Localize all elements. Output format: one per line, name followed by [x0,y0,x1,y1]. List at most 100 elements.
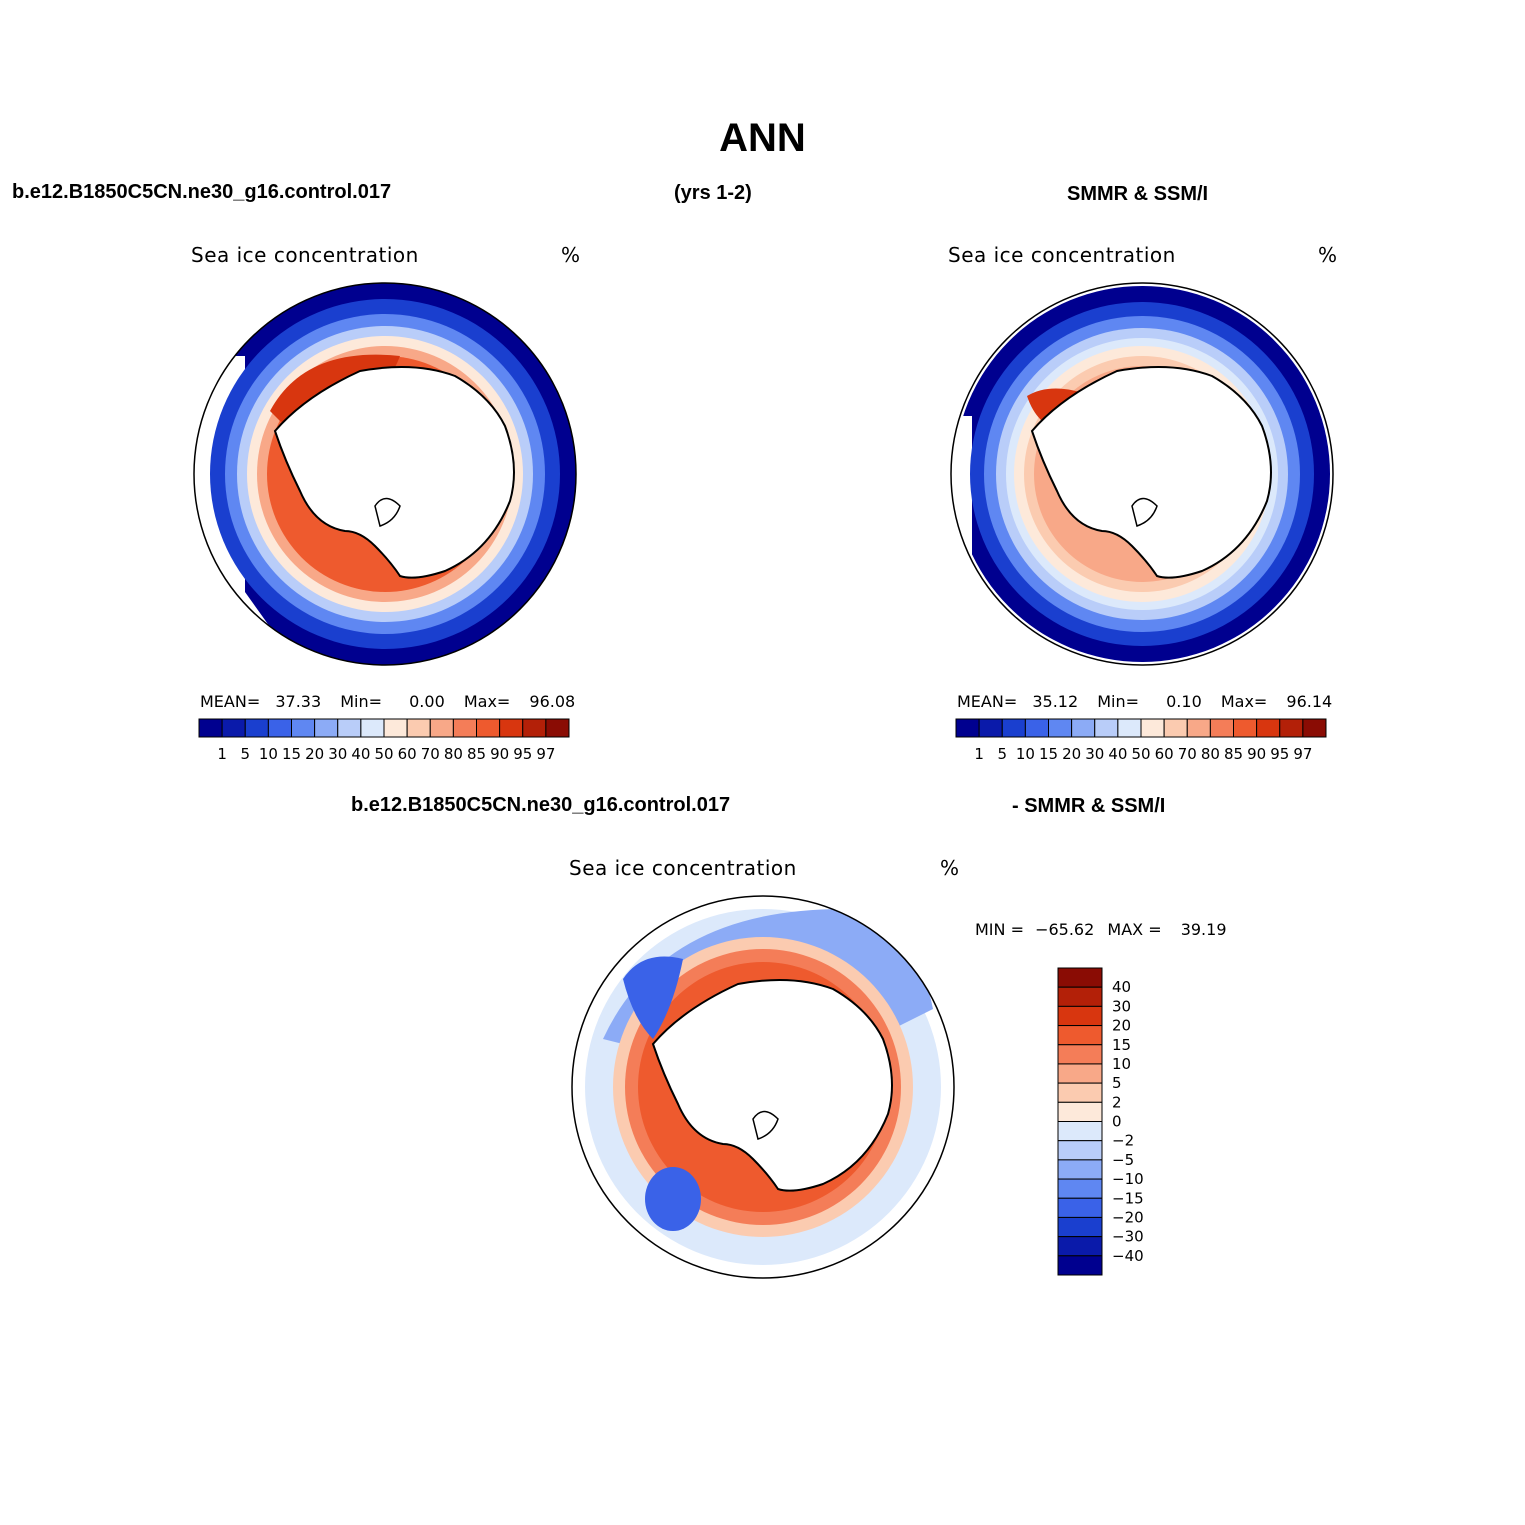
panel3-units-label: % [940,856,960,880]
colorbar-swatch [1057,1255,1103,1276]
colorbar-tick-label: 10 [1112,1055,1131,1073]
colorbar-swatch [429,718,454,738]
colorbar-tick-label: 1 [974,745,984,763]
colorbar-tick-label: 15 [282,745,301,763]
colorbar-swatch [1302,718,1327,738]
colorbar-tick-label: 0 [1112,1113,1122,1131]
colorbar-swatch [1057,1236,1103,1257]
colorbar-swatch [267,718,292,738]
panel1-colorbar: 1 5 10 15 20 30 40 50 60 70 80 85 90 95 97 [198,718,570,763]
panel2-min-value: 0.10 [1166,692,1202,711]
colorbar-tick-label: 10 [259,745,278,763]
panel2-polar-map [950,282,1334,666]
colorbar-swatch [1057,1101,1103,1122]
colorbar-tick-label: 5 [240,745,250,763]
colorbar-tick-label: 15 [1112,1036,1131,1054]
colorbar-tick-label: 90 [1247,745,1266,763]
colorbar-tick-label: 40 [351,745,370,763]
colorbar-swatch [545,718,570,738]
panel2-max-label: Max= [1220,692,1268,711]
colorbar-swatch [1209,718,1234,738]
colorbar-swatch [955,718,980,738]
colorbar-swatch [1057,1178,1103,1199]
panel3-field-label: Sea ice concentration [569,856,797,880]
colorbar-swatch [1140,718,1165,738]
colorbar-tick-label: −20 [1112,1208,1144,1226]
panel2-field-label: Sea ice concentration [948,243,1176,267]
colorbar-swatch [1057,967,1103,988]
colorbar-swatch [1094,718,1119,738]
colorbar-tick-label: 50 [374,745,393,763]
panel2-min-label: Min= [1097,692,1140,711]
colorbar-tick-label: 95 [1270,745,1289,763]
panel1-max-value: 96.08 [529,692,576,711]
colorbar-swatch [360,718,385,738]
colorbar-tick-label: 70 [1178,745,1197,763]
colorbar-swatch [1057,1121,1103,1142]
colorbar-tick-label: 40 [1112,978,1131,996]
colorbar-swatch [1057,1005,1103,1027]
colorbar-swatch [1256,718,1281,738]
colorbar-swatch [291,718,316,738]
panel1-units-label: % [561,243,581,267]
colorbar-swatch [1057,1044,1103,1065]
panel3-max-label: MAX = [1107,920,1162,939]
colorbar-tick-label: 60 [398,745,417,763]
colorbar-tick-label: 80 [444,745,463,763]
colorbar-swatch [244,718,269,738]
model-case-title: b.e12.B1850C5CN.ne30_g16.control.017 [12,181,392,203]
colorbar-swatch [1057,1216,1103,1238]
colorbar-swatch [198,718,223,738]
colorbar-tick-label: −15 [1112,1189,1144,1207]
obs-title: SMMR & SSM/I [1067,183,1209,205]
colorbar-tick-label: −10 [1112,1170,1144,1188]
colorbar-tick-label: −2 [1112,1132,1134,1150]
colorbar-swatch [314,718,339,738]
colorbar-swatch [1186,718,1211,738]
colorbar-swatch [499,718,524,738]
colorbar-tick-label: 40 [1108,745,1127,763]
colorbar-tick-label: 2 [1112,1093,1122,1111]
colorbar-swatch [452,718,477,738]
colorbar-tick-label: −30 [1112,1228,1144,1246]
panel1-min-value: 0.00 [409,692,445,711]
colorbar-tick-label: 97 [1293,745,1312,763]
colorbar-swatch [1071,718,1096,738]
colorbar-tick-label: 50 [1131,745,1150,763]
panel1-mean-label: MEAN= [200,692,261,711]
antarctica-continent [651,979,893,1192]
antarctica-continent [1030,366,1272,579]
colorbar-swatch [1057,1140,1103,1161]
panel3-stats: MIN = −65.62 MAX = 39.19 [975,920,1227,939]
colorbar-swatch [1117,718,1142,738]
colorbar-tick-label: 20 [1112,1017,1131,1035]
panel1-min-label: Min= [340,692,383,711]
colorbar-tick-label: 5 [997,745,1007,763]
colorbar-swatch [1233,718,1258,738]
colorbar-tick-label: 85 [467,745,486,763]
colorbar-tick-label: 30 [1085,745,1104,763]
panel3-max-value: 39.19 [1180,920,1227,939]
colorbar-swatch [978,718,1003,738]
panel3-min-value: −65.62 [1035,920,1095,939]
colorbar-swatch [1001,718,1026,738]
colorbar-swatch [406,718,431,738]
colorbar-swatch [1057,1063,1103,1084]
season-title: ANN [719,116,806,160]
panel3-polar-map [571,895,955,1279]
colorbar-swatch [1048,718,1073,738]
colorbar-swatch [522,718,547,738]
panel2-stats: MEAN= 35.12 Min= 0.10 Max= 96.14 [957,692,1332,711]
panel1-max-label: Max= [463,692,511,711]
colorbar-tick-label: 90 [490,745,509,763]
colorbar-tick-label: 85 [1224,745,1243,763]
colorbar-swatch [337,718,362,738]
colorbar-swatch [1279,718,1304,738]
colorbar-swatch [221,718,246,738]
panel2-colorbar: 1 5 10 15 20 30 40 50 60 70 80 85 90 95 97 [955,718,1327,763]
antarctica-continent [273,366,515,579]
colorbar-tick-label: 5 [1112,1074,1122,1092]
colorbar-swatch [476,718,501,738]
panel2-max-value: 96.14 [1286,692,1333,711]
